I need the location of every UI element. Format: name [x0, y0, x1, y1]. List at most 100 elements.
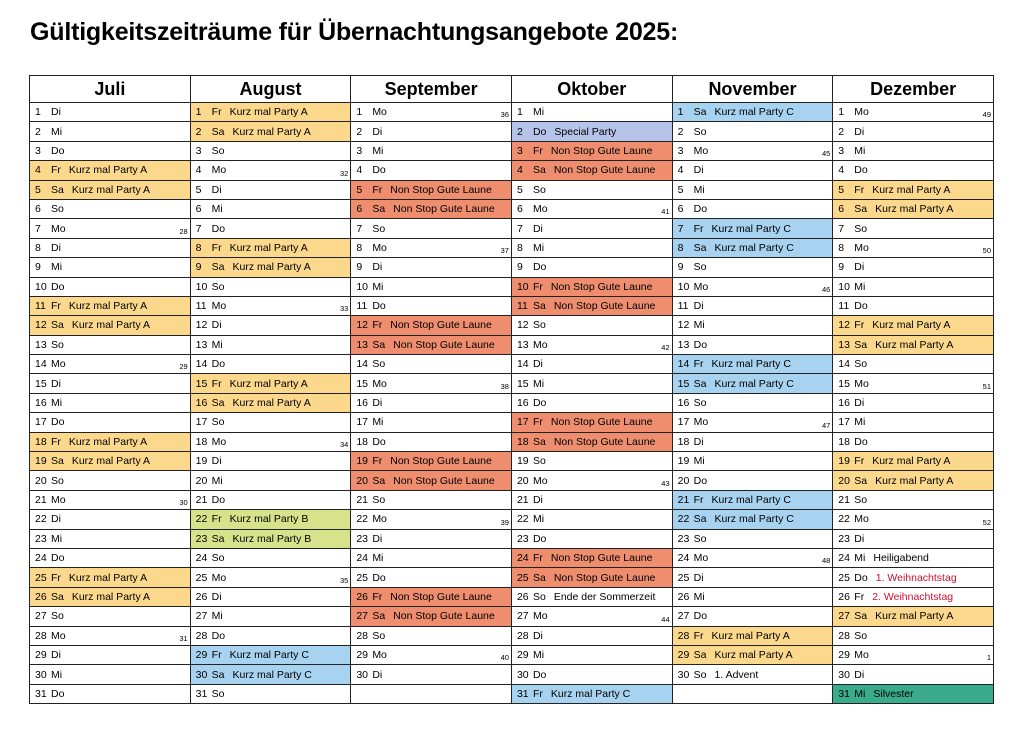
day-cell-november: 17 Mo 47 — [671, 412, 834, 433]
day-cell-september: 9 Di — [350, 257, 512, 278]
day-cell-august: 10 So — [189, 276, 352, 297]
weekday-label: Sa — [51, 319, 64, 332]
weekday-label: Do — [693, 338, 708, 351]
day-cell-september: 5 Fr Non Stop Gute Laune — [350, 179, 512, 200]
day-number: 4 — [35, 164, 41, 177]
weekday-label: Mo — [211, 571, 227, 584]
day-number: 11 — [35, 300, 46, 313]
day-number: 3 — [195, 144, 202, 157]
day-cell-september: 13 Sa Non Stop Gute Laune — [350, 334, 512, 356]
day-number: 25 — [516, 571, 529, 584]
weekday-label: Sa — [51, 183, 64, 196]
day-number: 31 — [516, 687, 529, 700]
day-number: 26 — [677, 590, 690, 603]
day-number: 29 — [195, 649, 208, 662]
day-number: 18 — [356, 435, 368, 448]
weekday-label: So — [532, 455, 546, 468]
day-cell-september: 25 Do — [350, 567, 512, 588]
weekday-label: Sa — [854, 474, 868, 487]
day-cell-november: 15 Sa Kurz mal Party C — [671, 373, 834, 394]
weekday-label: Di — [854, 532, 865, 545]
day-cell-november: 11 Di — [671, 295, 834, 317]
day-cell-november: 8 Sa Kurz mal Party C — [671, 237, 834, 259]
day-cell-oktober: 27 Mo 44 — [510, 606, 673, 627]
day-number: 28 — [35, 629, 47, 642]
day-cell-september: 27 Sa Non Stop Gute Laune — [350, 606, 512, 627]
offer-label: Kurz mal Party A — [71, 319, 151, 332]
day-number: 6 — [195, 203, 202, 216]
day-number: 24 — [516, 552, 529, 565]
day-cell-juli: 26 Sa Kurz mal Party A — [29, 586, 191, 608]
day-cell-august: 30 Sa Kurz mal Party C — [189, 664, 352, 685]
day-number: 3 — [356, 144, 363, 157]
day-number: 13 — [677, 338, 690, 351]
weekday-label: Di — [532, 494, 543, 506]
day-cell-august: 16 Sa Kurz mal Party A — [189, 392, 352, 414]
offer-label: Non Stop Gute Laune — [550, 144, 653, 157]
day-cell-oktober: 25 Sa Non Stop Gute Laune — [510, 567, 673, 588]
offer-label: Kurz mal Party C — [711, 358, 791, 371]
weekday-label: Sa — [854, 203, 868, 216]
calendar-row: 26 Sa Kurz mal Party A 26 Di 26 Fr Non Stop Gut… — [29, 586, 994, 608]
day-cell-dezember: 11 Do — [832, 295, 994, 317]
weekday-label: Sa — [854, 610, 868, 623]
month-header-oktober: Oktober — [510, 75, 673, 103]
offer-label: Kurz mal Party A — [229, 241, 308, 254]
day-cell-november: 9 So — [671, 257, 834, 278]
offer-label: Non Stop Gute Laune — [553, 300, 656, 313]
day-cell-dezember: 7 So — [832, 218, 994, 239]
day-cell-august: 13 Mi — [189, 334, 352, 356]
day-number: 12 — [35, 319, 47, 332]
weekday-label: Mi — [693, 455, 705, 468]
weekday-label: Mo — [854, 106, 869, 119]
day-cell-november: 25 Di — [671, 567, 834, 588]
weekday-label: Mo — [532, 610, 548, 623]
day-cell-november: 2 So — [671, 121, 834, 142]
weekday-label: Do — [51, 144, 65, 157]
day-number: 31 — [35, 687, 47, 700]
day-cell-november: 24 Mo 48 — [671, 547, 834, 569]
weekday-label: Di — [532, 629, 543, 642]
weekday-label: Di — [372, 125, 383, 138]
weekday-label: Mo — [211, 300, 227, 313]
weekday-label: Do — [372, 571, 386, 584]
weekday-label: Do — [51, 552, 65, 565]
day-cell-november: 19 Mi — [671, 451, 834, 472]
week-number: 36 — [500, 110, 509, 120]
day-number: 29 — [838, 649, 850, 662]
weekday-label: Mi — [854, 552, 866, 565]
weekday-label: Fr — [854, 319, 865, 332]
day-cell-august: 8 Fr Kurz mal Party A — [189, 237, 352, 259]
weekday-label: Mi — [51, 397, 63, 410]
day-number: 20 — [838, 474, 850, 487]
week-number: 33 — [339, 304, 349, 314]
day-cell-oktober: 5 So — [510, 179, 673, 200]
weekday-label: Fr — [51, 164, 61, 177]
weekday-label: Sa — [532, 300, 546, 313]
day-number: 27 — [356, 610, 368, 623]
day-number: 27 — [516, 610, 529, 623]
weekday-label: Di — [51, 241, 61, 254]
day-cell-november: 26 Mi — [671, 586, 834, 608]
weekday-label: Fr — [51, 571, 61, 584]
weekday-label: Do — [693, 610, 708, 623]
day-cell-september — [350, 683, 512, 705]
calendar-table: Juli August September Oktober November D… — [29, 75, 994, 705]
offer-label: Non Stop Gute Laune — [550, 280, 653, 293]
day-cell-dezember: 17 Mi — [832, 412, 994, 433]
offer-label: Non Stop Gute Laune — [553, 435, 656, 448]
offer-label: Kurz mal Party A — [875, 338, 954, 351]
weekday-label: Di — [693, 435, 704, 448]
weekday-label: Mo — [372, 513, 387, 526]
offer-label: Kurz mal Party C — [232, 668, 312, 681]
day-cell-oktober: 12 So — [510, 315, 673, 336]
day-cell-september: 26 Fr Non Stop Gute Laune — [350, 586, 512, 608]
day-cell-oktober: 24 Fr Non Stop Gute Laune — [510, 547, 673, 569]
day-cell-dezember: 16 Di — [832, 392, 994, 414]
day-number: 23 — [356, 532, 368, 545]
day-cell-august: 25 Mo 35 — [189, 567, 352, 588]
weekday-label: Sa — [372, 610, 386, 623]
weekday-label: Fr — [532, 552, 543, 565]
offer-label: Kurz mal Party A — [872, 455, 951, 468]
day-number: 11 — [516, 300, 528, 313]
